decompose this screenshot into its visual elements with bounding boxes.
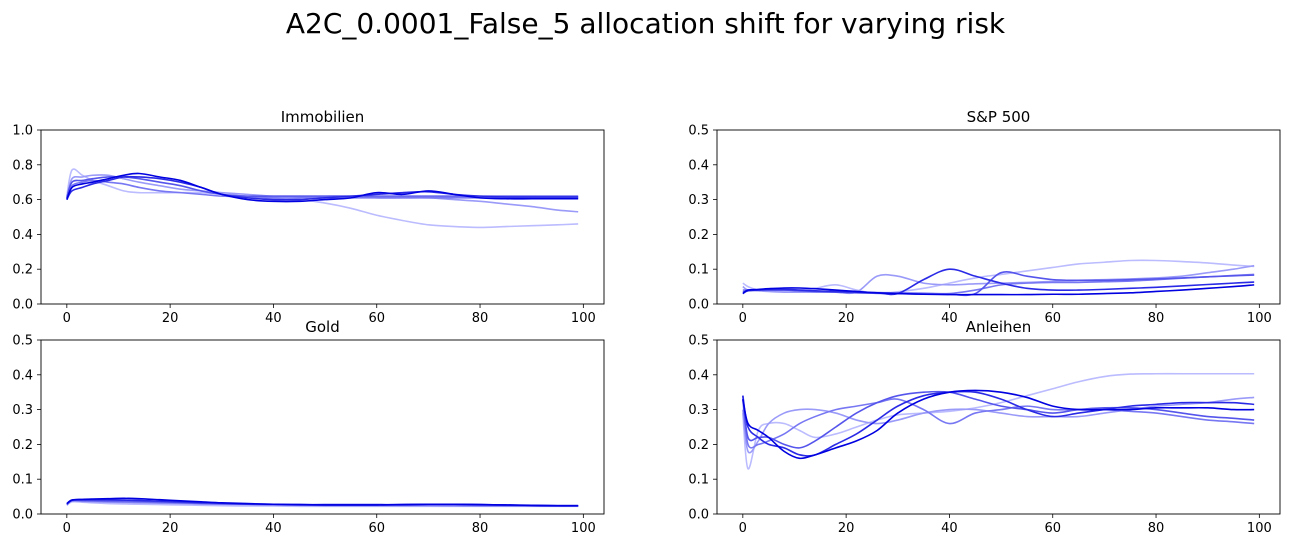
- series-line: [742, 389, 1255, 460]
- series-line: [66, 172, 579, 203]
- x-tick-label: 100: [1247, 521, 1272, 536]
- series-line: [742, 264, 1255, 295]
- x-tick-label: 80: [1148, 521, 1165, 536]
- x-tick-label: 100: [571, 521, 596, 536]
- y-tick-label: 0.5: [12, 334, 33, 349]
- axes-frame: [716, 129, 1281, 305]
- x-tick-label: 100: [1247, 311, 1272, 326]
- x-tick-label: 60: [1044, 521, 1061, 536]
- x-tick-label: 80: [1148, 311, 1165, 326]
- chart-immobilien: Immobilien 0 20 40 60 80 100 0.0 0.2 0.4 0.6 0.8 1.0: [12, 108, 605, 326]
- axes-frame: [40, 339, 605, 515]
- y-tick-label: 0.0: [688, 298, 709, 313]
- x-tick-label: 0: [739, 521, 747, 536]
- series-line: [742, 284, 1255, 296]
- y-tick-label: 0.4: [688, 158, 709, 173]
- axes-frame: [40, 129, 605, 305]
- x-tick-label: 0: [739, 311, 747, 326]
- series-line: [742, 390, 1255, 449]
- y-tick-label: 0.0: [12, 298, 33, 313]
- series-line: [742, 398, 1255, 449]
- series-line: [66, 175, 579, 201]
- x-tick-label: 40: [941, 521, 958, 536]
- panel-title: S&P 500: [967, 108, 1031, 126]
- series-line: [742, 396, 1255, 454]
- x-tick-label: 20: [162, 521, 179, 536]
- x-tick-label: 40: [265, 311, 282, 326]
- series-line: [742, 268, 1255, 296]
- series-line: [66, 497, 579, 507]
- axes-frame: [716, 339, 1281, 515]
- series-line: [742, 372, 1255, 470]
- y-tick-label: 0.5: [688, 334, 709, 349]
- x-tick-label: 40: [941, 311, 958, 326]
- x-tick-label: 20: [838, 521, 855, 536]
- x-tick-label: 80: [472, 311, 489, 326]
- x-tick-label: 100: [571, 311, 596, 326]
- y-tick-label: 0.4: [688, 368, 709, 383]
- chart-gold: Gold 0 20 40 60 80 100 0.0 0.1 0.2 0.3 0.4 0.5: [12, 318, 605, 536]
- y-tick-label: 0.5: [688, 124, 709, 139]
- y-tick-label: 0.0: [12, 508, 33, 523]
- x-tick-label: 20: [838, 311, 855, 326]
- y-tick-label: 0.1: [688, 263, 709, 278]
- series-line: [742, 390, 1255, 457]
- x-tick-label: 0: [63, 521, 71, 536]
- y-tick-label: 0.1: [12, 473, 33, 488]
- y-tick-label: 0.2: [688, 228, 709, 243]
- y-tick-label: 0.4: [12, 228, 33, 243]
- y-tick-label: 0.3: [12, 403, 33, 418]
- x-tick-label: 40: [265, 521, 282, 536]
- x-tick-label: 20: [162, 311, 179, 326]
- y-tick-label: 0.6: [12, 193, 33, 208]
- panel-title: Immobilien: [281, 108, 365, 126]
- y-tick-label: 0.8: [12, 158, 33, 173]
- y-tick-label: 0.3: [688, 403, 709, 418]
- y-tick-label: 0.2: [688, 438, 709, 453]
- x-tick-label: 80: [472, 521, 489, 536]
- figure-title: A2C_0.0001_False_5 allocation shift for …: [285, 7, 1006, 40]
- y-tick-label: 0.2: [12, 438, 33, 453]
- y-tick-label: 0.1: [688, 473, 709, 488]
- panel-title: Anleihen: [966, 318, 1032, 336]
- y-tick-label: 0.4: [12, 368, 33, 383]
- y-tick-label: 0.0: [688, 508, 709, 523]
- chart-anleihen: Anleihen 0 20 40 60 80 100 0.0 0.1 0.2 0.3 0.4 0.5: [688, 318, 1281, 536]
- x-tick-label: 60: [368, 311, 385, 326]
- y-tick-label: 1.0: [12, 124, 33, 139]
- x-tick-label: 60: [1044, 311, 1061, 326]
- panel-title: Gold: [305, 318, 340, 336]
- series-line: [66, 175, 579, 199]
- chart-sp500: S&P 500 0 20 40 60 80 100 0.0 0.1 0.2 0.3 0.4 0.5: [688, 108, 1281, 326]
- y-tick-label: 0.3: [688, 193, 709, 208]
- x-tick-label: 0: [63, 311, 71, 326]
- y-tick-label: 0.2: [12, 263, 33, 278]
- x-tick-label: 60: [368, 521, 385, 536]
